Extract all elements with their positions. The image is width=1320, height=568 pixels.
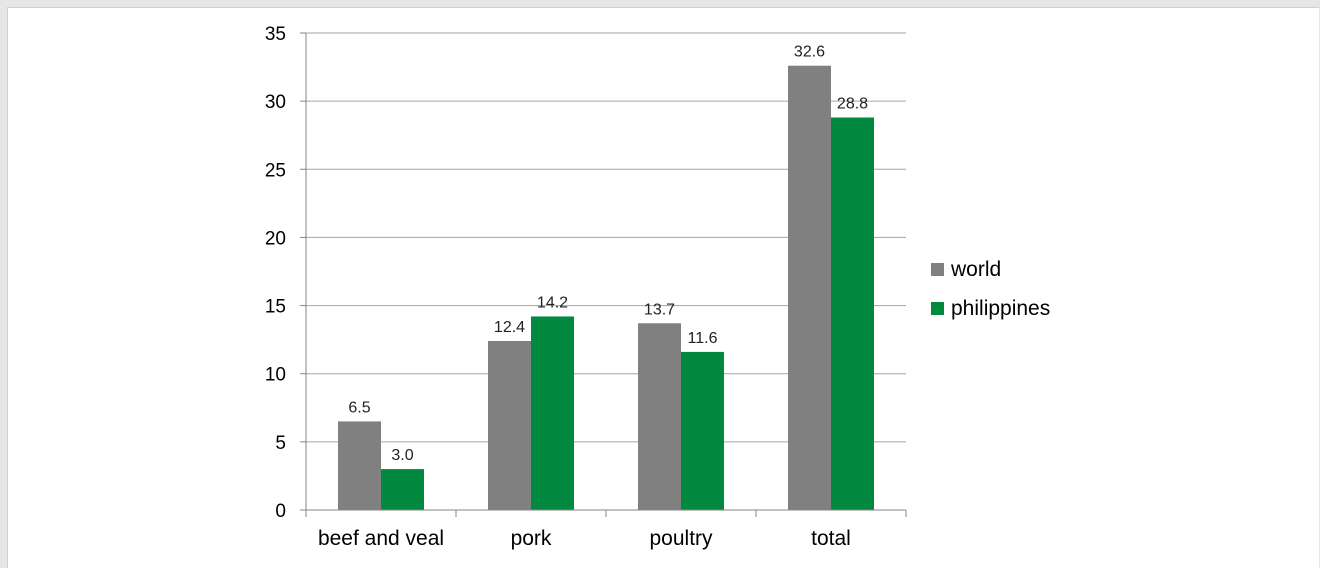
y-axis-ticks: 0 5 10 15 20 25 30 35: [265, 24, 286, 522]
chart-frame: 0 5 10 15 20 25 30 35 6.5 3.0 12.4 14.2 13.7 11.6 32.…: [7, 7, 1319, 568]
data-label: 6.5: [348, 399, 370, 416]
bar-world-0: [338, 421, 381, 510]
bar-world-3: [788, 65, 831, 511]
y-tick-label: 10: [265, 365, 286, 386]
bar-philippines-1: [531, 316, 574, 510]
bars: [338, 65, 874, 511]
data-label: 11.6: [688, 330, 718, 347]
y-tick-label: 5: [275, 433, 286, 454]
y-tick-label: 35: [265, 24, 286, 45]
bar-world-2: [638, 323, 681, 510]
bar-philippines-2: [681, 351, 724, 510]
bar-world-1: [488, 341, 531, 510]
bar-philippines-3: [831, 117, 874, 511]
legend: world philippines: [931, 258, 1050, 320]
bar-chart: 0 5 10 15 20 25 30 35 6.5 3.0 12.4 14.2 13.7 11.6 32.…: [265, 24, 1050, 550]
y-tick-label: 0: [275, 501, 286, 522]
data-label: 28.8: [837, 95, 868, 112]
legend-swatch-world: [931, 263, 944, 276]
data-label: 32.6: [794, 44, 825, 61]
data-labels: 6.5 3.0 12.4 14.2 13.7 11.6 32.6 28.8: [348, 44, 868, 464]
data-label: 14.2: [537, 294, 568, 311]
legend-label-world: world: [950, 258, 1001, 281]
axes: [300, 32, 907, 517]
y-tick-label: 15: [265, 297, 286, 318]
legend-label-philippines: philippines: [951, 297, 1050, 320]
x-category-label: total: [811, 527, 851, 550]
x-category-label: pork: [511, 527, 552, 550]
y-tick-label: 20: [265, 228, 286, 249]
y-tick-label: 25: [265, 160, 286, 181]
x-axis-categories: beef and veal pork poultry total: [318, 527, 851, 550]
data-label: 12.4: [494, 319, 525, 336]
x-category-label: poultry: [649, 527, 713, 550]
gridlines: [306, 32, 906, 443]
bar-philippines-0: [381, 469, 424, 510]
x-category-label: beef and veal: [318, 527, 444, 550]
data-label: 13.7: [644, 301, 675, 318]
legend-swatch-philippines: [931, 302, 944, 315]
data-label: 3.0: [391, 447, 413, 464]
y-tick-label: 30: [265, 92, 286, 113]
